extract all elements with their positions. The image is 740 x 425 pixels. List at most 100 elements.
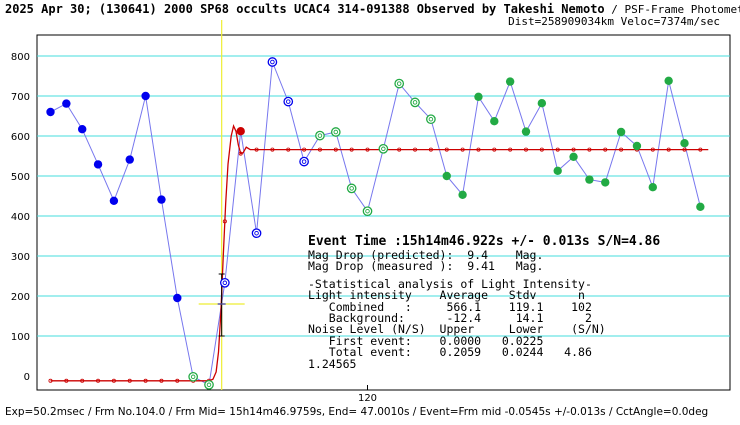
data-point-inner [365,208,370,214]
y-tick-label: 100 [11,332,30,343]
data-point [330,127,341,137]
data-point-inner [396,81,402,86]
data-point-inner [333,129,339,135]
y-tick-label: 300 [11,252,30,263]
y-tick-label: 600 [11,132,30,143]
stats-line: Light intensity Average Stdv n [308,288,585,303]
data-point-inner [412,100,418,105]
fit-marker [460,147,465,152]
fit-marker [80,378,85,383]
fit-marker [254,147,259,152]
data-point [220,277,230,288]
chart-method: / PSF-Frame Photometry / [611,3,740,16]
data-point [410,97,420,108]
data-point [664,76,673,86]
fit-marker [571,147,576,152]
data-point-inner [286,99,291,104]
event-time: Event Time :15h14m46.922s +/- 0.013s S/N… [308,234,661,249]
fit-marker [127,378,132,383]
fit-marker [238,151,243,156]
fit-marker [143,378,148,383]
y-tick-label: 0 [24,372,30,383]
data-point [299,156,309,167]
data-point [157,195,166,204]
stats-line: 1.24565 [308,356,357,371]
data-point [188,371,198,382]
fit-marker [666,147,671,152]
stats-line: Mag Drop (measured ): 9.41 Mag. [308,259,544,274]
fit-marker [619,147,624,152]
fit-marker [397,147,402,152]
fit-marker [64,378,69,383]
data-point [315,130,325,141]
chart-dist: Dist=258909034km Veloc=7374m/sec [508,15,720,28]
y-tick-label: 500 [11,172,30,183]
fit-marker [524,147,529,152]
data-point [236,127,245,136]
fit-marker [333,147,338,152]
data-point-inner [254,230,259,236]
data-point [109,196,119,205]
data-point-inner [428,116,434,122]
fit-marker [555,147,560,152]
data-point [680,139,689,148]
fit-marker [587,147,592,152]
fit-marker [302,147,307,152]
fit-curve [50,124,709,382]
data-point-inner [206,382,212,388]
stats-line: First event: 0.0000 0.0225 [308,333,544,348]
fit-marker [159,378,164,383]
data-point [204,379,214,390]
data-point [458,190,467,199]
data-point [569,152,578,161]
fit-marker [317,147,322,152]
fit-marker [349,147,354,152]
data-point [378,143,389,154]
fit-marker [222,219,227,224]
stats-line: Combined : 566.1 119.1 102 [308,299,592,314]
data-point [46,107,55,117]
data-point [521,127,531,136]
y-tick-label: 200 [11,292,30,303]
fit-marker [365,147,370,152]
data-point-inner [301,159,307,164]
fit-marker [428,147,433,152]
data-point-inner [381,146,386,152]
fit-marker [539,147,544,152]
data-point [125,155,134,164]
fit-marker [698,147,703,152]
data-point [267,57,278,67]
data-point-inner [190,374,196,380]
fit-marker [492,147,497,152]
stats-line: Total event: 0.2059 0.0244 4.86 [308,345,592,360]
data-point-inner [222,280,228,286]
footer-info: Exp=50.2msec / Frm No.104.0 / Frm Mid= 1… [5,406,709,418]
data-point [553,166,562,175]
data-point [78,125,87,134]
fit-marker [682,147,687,152]
data-point [490,117,499,126]
data-point [696,202,705,211]
plot-frame [36,34,731,391]
data-point [632,141,642,151]
x-tick-label: 120 [358,393,377,404]
data-point [141,91,150,101]
fit-marker [650,147,655,152]
data-point [283,96,294,107]
data-point-inner [270,59,275,65]
data-point-inner [349,186,354,191]
fit-marker [48,378,53,383]
data-point [62,99,71,108]
fit-marker [175,378,180,383]
data-point [394,78,405,89]
y-tick-label: 400 [11,212,30,223]
data-point [93,160,103,169]
fit-marker [111,378,116,383]
fit-marker [96,378,101,383]
chart-title: 2025 Apr 30; (130641) 2000 SP68 occults … [5,2,740,16]
stats-line: -Statistical analysis of Light Intensity… [308,276,592,291]
y-tick-label: 800 [11,52,30,63]
data-point [648,183,657,192]
data-point-inner [317,133,323,138]
